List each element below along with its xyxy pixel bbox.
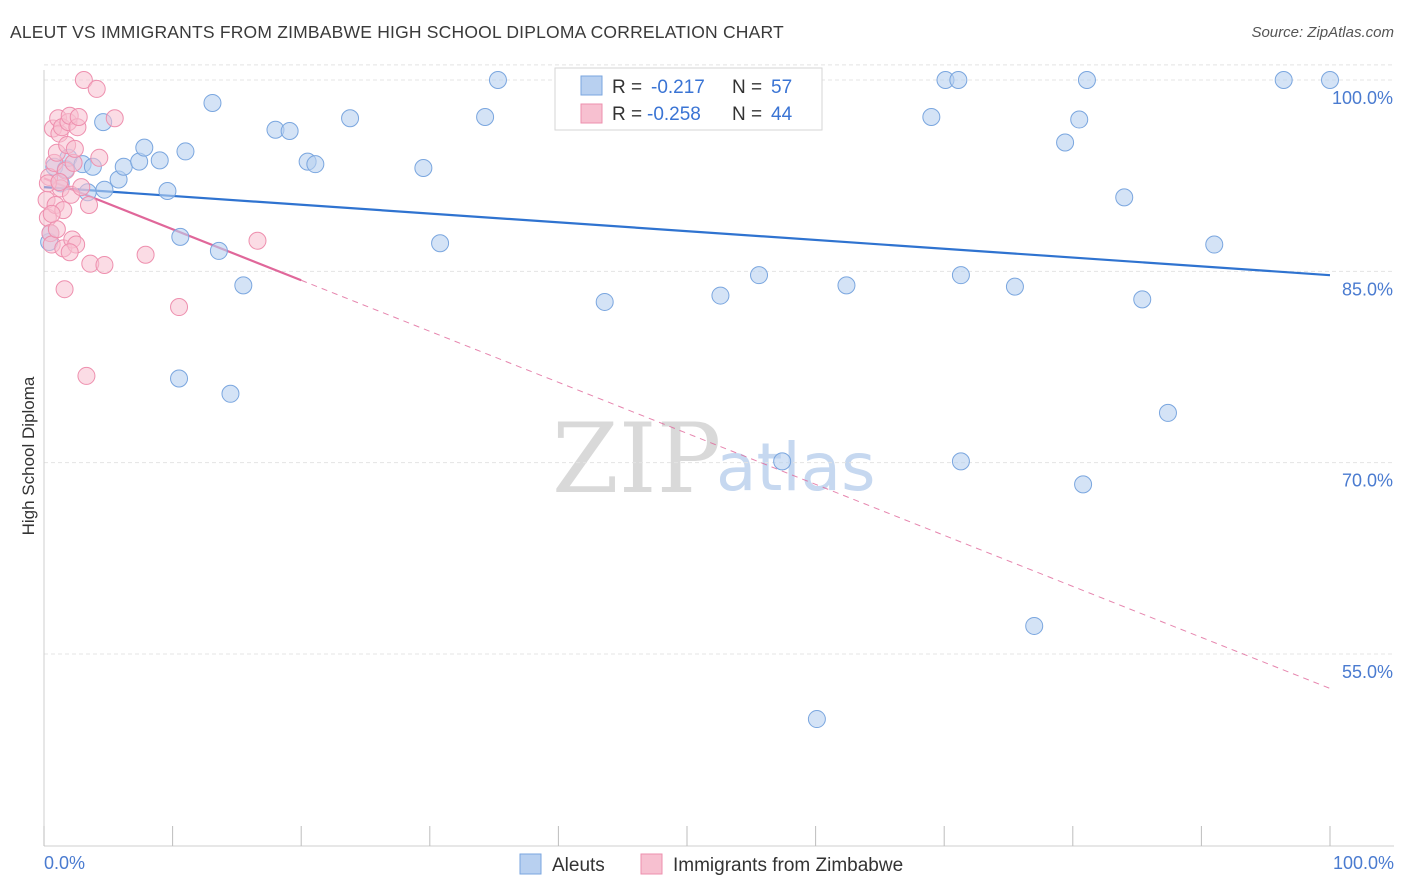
point-aleuts-17 — [171, 227, 190, 246]
point-aleuts-31 — [476, 107, 495, 126]
point-aleuts-53 — [1133, 290, 1152, 309]
point-aleuts-47 — [1025, 616, 1044, 635]
point-aleuts-38 — [773, 452, 792, 471]
point-aleuts-27 — [306, 155, 325, 174]
stats-r-label-zimbabwe: R = — [612, 104, 642, 125]
point-zimbabwe-30 — [77, 366, 96, 385]
point-zimbabwe-36 — [136, 245, 155, 264]
stats-n-label-aleuts: N = — [732, 77, 762, 98]
gridlines — [44, 64, 1394, 655]
x-tick-label-min: 0.0% — [44, 853, 85, 873]
y-tick-label-2: 70.0% — [1342, 471, 1393, 491]
point-aleuts-25 — [280, 122, 299, 141]
point-aleuts-55 — [1205, 235, 1224, 254]
point-zimbabwe-28 — [72, 178, 91, 197]
stats-n-label-zimbabwe: N = — [732, 104, 762, 125]
trend-line-aleuts — [43, 186, 1331, 277]
point-zimbabwe-43 — [80, 196, 99, 215]
point-zimbabwe-24 — [65, 139, 84, 158]
point-aleuts-16 — [158, 181, 177, 200]
watermark: ZIP atlas — [552, 403, 876, 515]
chart-title: ALEUT VS IMMIGRANTS FROM ZIMBABWE HIGH S… — [10, 22, 784, 42]
point-aleuts-21 — [209, 241, 228, 260]
series-aleuts-points — [40, 71, 1339, 729]
y-tick-label-3: 55.0% — [1342, 662, 1393, 682]
point-zimbabwe-42 — [60, 243, 79, 262]
x-tick-label-max: 100.0% — [1333, 853, 1394, 873]
series-zimbabwe-points — [37, 71, 267, 385]
stats-n-value-zimbabwe: 44 — [771, 104, 793, 125]
stats-r-label-aleuts: R = — [612, 77, 642, 98]
x-tick-labels: 0.0% 100.0% — [44, 853, 1394, 873]
point-aleuts-39 — [807, 710, 826, 729]
stats-r-value-aleuts: -0.217 — [651, 77, 705, 98]
point-aleuts-44 — [951, 452, 970, 471]
point-zimbabwe-29 — [74, 71, 93, 89]
trend-line-zimbabwe-extension — [301, 279, 1331, 689]
y-tick-label-1: 85.0% — [1342, 279, 1393, 299]
point-aleuts-56 — [1274, 71, 1293, 89]
point-zimbabwe-27 — [69, 107, 88, 126]
point-zimbabwe-38 — [248, 231, 267, 250]
point-zimbabwe-32 — [87, 79, 106, 98]
point-zimbabwe-34 — [95, 255, 114, 274]
point-aleuts-18 — [170, 369, 189, 388]
point-aleuts-49 — [1070, 110, 1089, 129]
point-zimbabwe-33 — [90, 148, 109, 167]
legend-label-zimbabwe: Immigrants from Zimbabwe — [673, 855, 903, 876]
legend-label-aleuts: Aleuts — [552, 855, 605, 876]
point-aleuts-54 — [1158, 403, 1177, 422]
legend-swatch-aleuts — [519, 853, 542, 875]
point-aleuts-45 — [951, 266, 970, 285]
point-aleuts-50 — [1074, 475, 1093, 494]
watermark-zip: ZIP — [552, 403, 721, 515]
watermark-atlas: atlas — [716, 429, 876, 506]
point-aleuts-20 — [203, 93, 222, 112]
point-aleuts-28 — [341, 109, 360, 128]
legend-swatch-zimbabwe — [640, 853, 663, 875]
point-aleuts-43 — [949, 71, 968, 89]
point-aleuts-30 — [431, 234, 450, 253]
point-zimbabwe-41 — [50, 173, 69, 192]
stats-r-value-zimbabwe: -0.258 — [647, 104, 701, 125]
point-aleuts-32 — [488, 71, 507, 89]
trend-lines — [43, 177, 1331, 689]
point-zimbabwe-9 — [47, 220, 66, 239]
y-axis-label: High School Diploma — [19, 376, 38, 535]
point-aleuts-10 — [95, 180, 114, 199]
point-zimbabwe-40 — [42, 204, 61, 223]
point-aleuts-41 — [922, 107, 941, 126]
point-aleuts-15 — [150, 151, 169, 170]
point-aleuts-48 — [1056, 133, 1075, 152]
point-aleuts-57 — [1321, 71, 1339, 89]
y-tick-labels: 100.0% 85.0% 70.0% 55.0% — [1332, 88, 1393, 682]
legend: Aleuts Immigrants from Zimbabwe — [519, 853, 903, 876]
point-aleuts-35 — [711, 286, 730, 305]
stats-box: R = -0.217 N = 57 R = -0.258 N = 44 — [554, 67, 823, 131]
point-aleuts-46 — [1005, 277, 1024, 296]
stats-swatch-zimbabwe — [580, 103, 603, 124]
point-zimbabwe-37 — [170, 298, 189, 317]
y-tick-label-0: 100.0% — [1332, 88, 1393, 108]
point-aleuts-36 — [750, 266, 769, 285]
point-aleuts-22 — [221, 384, 240, 403]
point-zimbabwe-16 — [55, 280, 74, 299]
point-zimbabwe-35 — [105, 109, 124, 128]
point-aleuts-40 — [837, 276, 856, 295]
point-aleuts-52 — [1115, 188, 1134, 207]
point-aleuts-23 — [234, 276, 253, 295]
point-aleuts-12 — [114, 157, 133, 176]
point-aleuts-14 — [135, 138, 154, 157]
source-note: Source: ZipAtlas.com — [1251, 24, 1394, 41]
stats-n-value-aleuts: 57 — [771, 77, 792, 98]
point-aleuts-51 — [1077, 71, 1096, 89]
point-aleuts-33 — [595, 292, 614, 311]
point-aleuts-19 — [176, 142, 195, 161]
point-aleuts-29 — [414, 159, 433, 178]
stats-swatch-aleuts — [580, 75, 603, 96]
